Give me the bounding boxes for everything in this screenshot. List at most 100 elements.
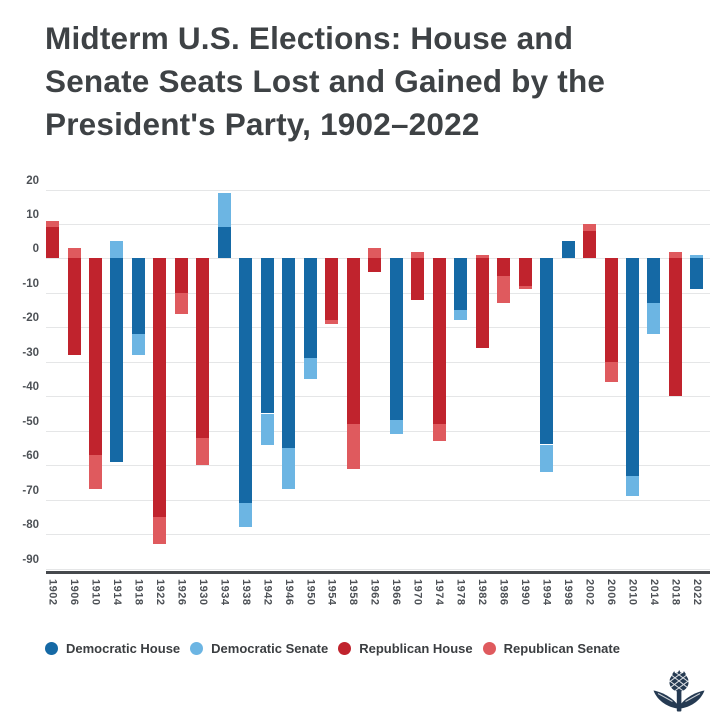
bar-2002-senate xyxy=(583,223,596,231)
y-axis-label--80: -80 xyxy=(22,519,39,532)
bar-1942-house xyxy=(260,258,274,414)
bar-2018-senate xyxy=(668,251,682,259)
gridline--40 xyxy=(46,396,710,398)
bar-1906-house xyxy=(67,258,81,355)
bar-1966-senate xyxy=(389,420,403,435)
bar-1926-house xyxy=(174,258,188,293)
bar-1994-senate xyxy=(540,444,553,473)
x-axis-label-1970: 1970 xyxy=(411,579,424,606)
bar-2010-house xyxy=(626,258,639,476)
gridline--90 xyxy=(46,568,710,570)
bar-1934-house xyxy=(217,227,231,259)
britannica-thistle-logo xyxy=(652,670,706,713)
legend-label: Democratic House xyxy=(66,640,181,656)
title-line-2: Senate Seats Lost and Gained by the xyxy=(45,63,606,99)
x-axis-label-2018: 2018 xyxy=(669,579,682,606)
bar-1962-senate xyxy=(368,248,382,259)
gridline--80 xyxy=(46,534,710,536)
bar-1922-house xyxy=(153,258,167,517)
bar-1978-house xyxy=(454,258,468,311)
bar-1990-senate xyxy=(518,286,532,290)
x-axis-label-1962: 1962 xyxy=(368,579,381,606)
bar-1946-house xyxy=(282,258,296,448)
bar-1982-house xyxy=(475,258,489,348)
bar-1934-senate xyxy=(217,192,231,228)
bar-2022-house xyxy=(690,258,704,290)
y-axis-label--60: -60 xyxy=(22,450,39,463)
bar-1986-house xyxy=(497,258,511,276)
gridline--20 xyxy=(46,327,710,329)
legend-dot-icon xyxy=(45,641,58,655)
gridline--60 xyxy=(46,465,710,467)
gridline--30 xyxy=(46,361,710,363)
bar-1990-house xyxy=(518,258,532,286)
bar-1954-senate xyxy=(325,320,339,324)
gridline-20 xyxy=(46,189,710,191)
bar-1902-house xyxy=(46,227,59,259)
bar-1910-house xyxy=(89,258,102,455)
x-axis-label-1954: 1954 xyxy=(325,579,338,606)
title-line-3: President's Party, 1902–2022 xyxy=(45,106,480,142)
bar-1974-senate xyxy=(432,423,446,442)
x-axis-label-1974: 1974 xyxy=(433,579,446,606)
legend-label: Republican House xyxy=(359,640,473,656)
bar-1926-senate xyxy=(174,292,188,314)
bar-2014-senate xyxy=(647,303,661,335)
legend-item-3: Republican Senate xyxy=(482,640,620,656)
x-axis-label-1982: 1982 xyxy=(476,579,489,606)
bar-1918-house xyxy=(131,258,145,335)
bar-1954-house xyxy=(325,258,339,321)
x-axis-label-1998: 1998 xyxy=(562,579,574,606)
x-axis-label-1930: 1930 xyxy=(196,579,209,606)
x-axis-label-2014: 2014 xyxy=(647,579,660,606)
y-axis-label--40: -40 xyxy=(22,381,39,394)
legend-item-1: Democratic Senate xyxy=(190,641,328,656)
gridline--50 xyxy=(46,430,710,432)
x-axis-label-1978: 1978 xyxy=(454,579,467,606)
bar-1966-house xyxy=(389,258,403,421)
bar-2002-house xyxy=(583,230,596,259)
legend: Democratic House Democratic Senate Republi… xyxy=(45,639,620,657)
x-axis-label-1906: 1906 xyxy=(68,579,80,606)
x-axis-label-1902: 1902 xyxy=(46,579,59,606)
bar-1958-house xyxy=(346,258,360,424)
bar-1970-senate xyxy=(411,251,425,259)
bar-1930-senate xyxy=(196,437,210,466)
legend-item-2: Republican House xyxy=(338,640,473,656)
bar-1950-house xyxy=(303,258,317,359)
x-axis-label-1942: 1942 xyxy=(261,579,274,606)
bar-1950-senate xyxy=(303,358,317,380)
bar-1958-senate xyxy=(346,423,360,469)
x-axis-label-1966: 1966 xyxy=(390,579,403,606)
bar-1922-senate xyxy=(153,516,167,545)
bar-1942-senate xyxy=(260,413,274,445)
bar-2014-house xyxy=(647,258,661,304)
y-axis-label-20: 20 xyxy=(26,174,39,187)
bar-1930-house xyxy=(196,258,210,438)
y-axis-label--30: -30 xyxy=(22,346,39,359)
bar-1918-senate xyxy=(131,334,145,355)
x-axis-label-1934: 1934 xyxy=(218,579,231,606)
legend-label: Republican Senate xyxy=(503,640,620,656)
bar-1914-house xyxy=(110,258,124,462)
bar-2006-senate xyxy=(604,361,618,383)
x-axis-label-1938: 1938 xyxy=(239,579,252,606)
x-axis-line xyxy=(46,571,710,574)
y-axis-label--10: -10 xyxy=(22,277,39,290)
x-axis-label-1914: 1914 xyxy=(110,579,123,606)
y-axis-label-10: 10 xyxy=(26,208,39,221)
chart-title: Midterm U.S. Elections: House and Senate… xyxy=(45,17,695,146)
bar-1970-house xyxy=(411,258,425,300)
bar-1946-senate xyxy=(282,448,296,490)
bar-2022-senate xyxy=(690,255,704,259)
x-axis-label-2006: 2006 xyxy=(605,579,617,606)
bar-1906-senate xyxy=(67,248,81,259)
bar-2010-senate xyxy=(626,475,639,497)
gridline--70 xyxy=(46,499,710,501)
x-axis-label-2010: 2010 xyxy=(626,579,639,606)
x-axis-label-2022: 2022 xyxy=(690,579,703,606)
legend-dot-icon xyxy=(338,641,352,655)
bar-1974-house xyxy=(432,258,446,424)
x-axis-label-1950: 1950 xyxy=(304,579,317,606)
